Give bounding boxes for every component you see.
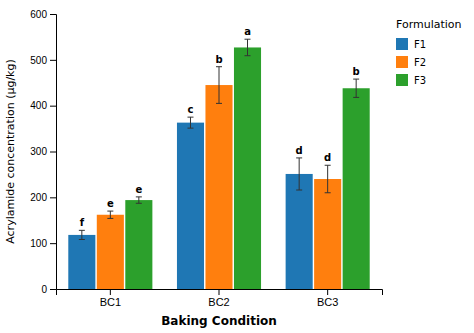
y-tick: 500: [30, 55, 56, 66]
letter-label: a: [244, 26, 251, 37]
legend-swatch: [396, 38, 408, 50]
x-tick-label: BC2: [208, 296, 229, 308]
bar: [314, 179, 341, 289]
error-bar: [136, 197, 142, 203]
x-tick-label: BC1: [100, 296, 121, 308]
legend-label: F3: [414, 75, 426, 86]
x-tick-line: [327, 289, 328, 295]
y-tick-line: [50, 152, 56, 153]
y-tick-line: [50, 106, 56, 107]
y-tick-label: 100: [30, 238, 47, 249]
legend-label: F1: [414, 39, 426, 50]
legend-swatch: [396, 56, 408, 68]
bar: [97, 215, 124, 289]
annotations: f c d e b d e a b: [80, 26, 360, 228]
y-tick-line: [50, 197, 56, 198]
letter-label: b: [353, 66, 360, 77]
error-bar: [296, 158, 302, 190]
y-tick: 600: [30, 9, 56, 20]
error-bar: [325, 165, 331, 193]
y-tick-line: [50, 289, 56, 290]
x-tick-line: [110, 289, 111, 295]
x-tick: BC2: [208, 289, 229, 308]
x-tick-label: BC3: [317, 296, 338, 308]
letter-label: b: [215, 54, 222, 65]
error-bar: [187, 117, 193, 128]
error-bar: [79, 230, 85, 239]
legend-item: F3: [396, 74, 426, 86]
y-tick-label: 0: [41, 284, 47, 295]
legend-title: Formulation: [396, 18, 462, 31]
bar: [125, 200, 152, 289]
y-axis: 0 100 200 300 400 500 600: [30, 9, 56, 295]
error-bar: [245, 39, 251, 55]
y-tick: 300: [30, 146, 56, 157]
y-axis-title: Acrylamide concentration (µg/kg): [4, 59, 17, 244]
x-tick: BC1: [100, 289, 121, 308]
y-tick-line: [50, 60, 56, 61]
y-tick-label: 400: [30, 100, 47, 111]
letter-label: d: [296, 145, 303, 156]
letter-label: c: [188, 104, 194, 115]
legend-swatch: [396, 74, 408, 86]
x-tick: BC3: [317, 289, 338, 308]
bar: [68, 235, 95, 289]
chart: 0 100 200 300 400 500 600 BC1 BC2 BC3 f c d e b d e a b Bak…: [0, 0, 474, 333]
series: [97, 67, 341, 289]
error-bar: [216, 67, 222, 104]
letter-label: d: [324, 152, 331, 163]
bar: [205, 85, 232, 289]
marks: [68, 39, 369, 289]
x-axis-title: Baking Condition: [161, 314, 277, 328]
legend-label: F2: [414, 57, 426, 68]
legend: Formulation F1 F2 F3: [396, 18, 462, 86]
y-tick: 400: [30, 100, 56, 111]
bar: [286, 174, 313, 289]
plot: 0 100 200 300 400 500 600 BC1 BC2 BC3 f c d e b d e a b: [30, 9, 382, 308]
series: [125, 39, 369, 289]
letter-label: e: [107, 198, 114, 209]
error-bar: [107, 211, 113, 218]
y-tick-label: 600: [30, 9, 47, 20]
x-axis: BC1 BC2 BC3: [57, 289, 383, 308]
y-tick: 0: [41, 284, 56, 295]
x-axis-line: [57, 290, 383, 296]
legend-item: F2: [396, 56, 426, 68]
y-tick: 100: [30, 238, 56, 249]
bar: [343, 88, 370, 289]
y-axis-line: [50, 15, 57, 290]
y-tick: 200: [30, 192, 56, 203]
y-tick-line: [50, 243, 56, 244]
x-tick-line: [219, 289, 220, 295]
letter-label: f: [80, 217, 85, 228]
legend-item: F1: [396, 38, 426, 50]
y-tick-line: [50, 14, 56, 15]
series: [68, 117, 312, 289]
y-tick-label: 500: [30, 55, 47, 66]
letter-label: e: [135, 184, 142, 195]
y-tick-label: 200: [30, 192, 47, 203]
bar: [177, 123, 204, 289]
error-bar: [353, 79, 359, 97]
y-tick-label: 300: [30, 146, 47, 157]
bar: [234, 47, 261, 289]
